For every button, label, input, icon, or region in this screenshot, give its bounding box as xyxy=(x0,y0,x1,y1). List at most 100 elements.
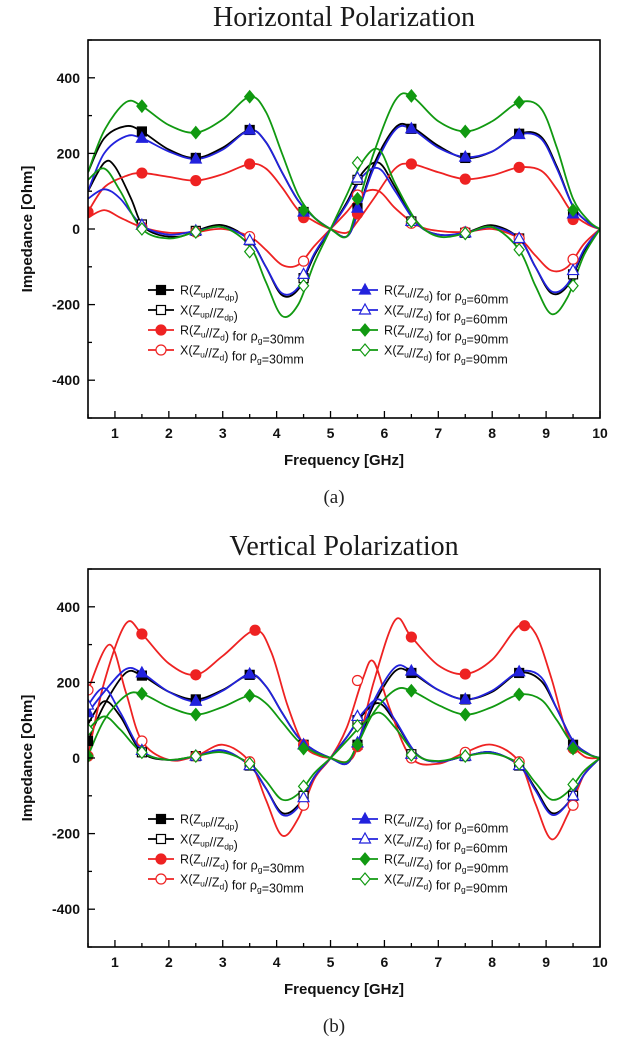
chart-a-series-5-point-7 xyxy=(512,231,526,244)
chart-b-legend-swatch-marker xyxy=(155,813,167,825)
chart-a-y-tick-label: 0 xyxy=(72,221,80,237)
chart-a-legend-label-2: R(Zu//Zd) for ρg=30mm xyxy=(180,324,304,347)
chart-b-series-6-point-5 xyxy=(351,737,364,752)
chart-b-legend-item-2: R(Zu//Zd) for ρg=30mm xyxy=(148,853,304,876)
chart-b-legend-swatch-marker xyxy=(155,833,167,845)
chart-b-legend-label-7: X(Zu//Zd) for ρg=90mm xyxy=(384,873,508,896)
chart-a-y-axis-label: Impedance [Ohm] xyxy=(19,166,36,293)
chart-a-legend-item-1: X(Zup//Zdp) xyxy=(148,304,238,324)
chart-a-legend-swatch-marker xyxy=(359,323,371,337)
chart-a-legend-item-2: R(Zu//Zd) for ρg=30mm xyxy=(148,324,304,347)
chart-b-legend-label-5: X(Zu//Zd) for ρg=60mm xyxy=(384,833,508,856)
chart-b-x-tick-label: 9 xyxy=(542,954,550,970)
chart-b-series-6-point-6 xyxy=(405,683,418,698)
chart-a-x-tick-label: 9 xyxy=(542,425,550,441)
chart-a-x-tick-label: 8 xyxy=(488,425,496,441)
chart-b-series-line-4 xyxy=(88,664,600,766)
chart-a-series-line-2 xyxy=(88,162,600,234)
chart-b-x-tick-label: 7 xyxy=(434,954,442,970)
chart-b-legend-item-5: X(Zu//Zd) for ρg=60mm xyxy=(352,831,508,856)
chart-b-series-line-3 xyxy=(88,643,600,841)
chart-b-legend-label-4: R(Zu//Zd) for ρg=60mm xyxy=(384,813,508,836)
chart-a-series-4-point-7 xyxy=(512,127,526,140)
chart-a-legend-swatch-marker xyxy=(358,302,372,315)
chart-a-series-5-point-4 xyxy=(350,170,364,183)
chart-a-legend-label-3: X(Zu//Zd) for ρg=30mm xyxy=(180,344,304,367)
chart-a-legend-swatch-marker xyxy=(358,282,372,295)
chart-a-x-tick-label: 1 xyxy=(111,425,119,441)
chart-b-series-5-point-0 xyxy=(88,697,95,710)
chart-a-y-tick-label: 400 xyxy=(57,70,81,86)
chart-a-legend-swatch-marker xyxy=(155,304,167,316)
chart-a-series-7-point-5 xyxy=(405,214,418,229)
chart-b-series-3-point-9 xyxy=(567,799,579,811)
chart-b-series-2-point-7 xyxy=(459,668,471,680)
chart-b-series-6-point-8 xyxy=(513,687,525,702)
chart-a-legend-item-3: X(Zu//Zd) for ρg=30mm xyxy=(148,344,304,367)
chart-b-x-tick-label: 10 xyxy=(592,954,608,970)
chart-a-legend-item-0: R(Zup//Zdp) xyxy=(148,284,239,304)
chart-b-x-tick-label: 8 xyxy=(488,954,496,970)
chart-a-plot-area xyxy=(88,89,600,318)
chart-a-series-7-point-3 xyxy=(297,278,310,293)
chart-a-y-tick-label: 200 xyxy=(57,145,81,161)
chart-a-x-tick-label: 5 xyxy=(327,425,335,441)
chart-b-series-6-point-2 xyxy=(190,707,202,722)
chart-b-series-2-point-2 xyxy=(190,669,202,681)
chart-b-series-6-point-3 xyxy=(243,688,256,703)
chart-b-legend-item-7: X(Zu//Zd) for ρg=90mm xyxy=(352,872,508,896)
chart-a-series-7-point-8 xyxy=(567,278,579,293)
chart-a-series-4-point-1 xyxy=(189,151,203,164)
chart-a-series-2-point-3 xyxy=(244,158,256,170)
chart-b-series-7-point-2 xyxy=(190,749,202,764)
chart-b-series-4-point-6 xyxy=(404,663,418,676)
chart-b-series-4-point-1 xyxy=(135,665,149,678)
chart-b-series-4-point-2 xyxy=(189,694,203,706)
chart-b-series-7-point-9 xyxy=(567,777,579,792)
chart-b-legend-swatch-marker xyxy=(359,852,371,866)
chart-a-series-5-point-8 xyxy=(566,263,580,276)
chart-b-series-7-point-4 xyxy=(297,779,310,794)
chart-b-series-5-point-9 xyxy=(566,788,580,801)
chart-b-legend-item-0: R(Zup//Zdp) xyxy=(148,813,239,833)
chart-b-y-tick-label: -400 xyxy=(52,901,80,917)
chart-b-series-0-point-0 xyxy=(88,735,94,747)
chart-a-series-2-point-1 xyxy=(136,167,148,179)
chart-a-legend-label-5: X(Zu//Zd) for ρg=60mm xyxy=(384,304,508,327)
chart-b-series-7-point-5 xyxy=(351,718,364,733)
chart-a-x-tick-label: 4 xyxy=(273,425,281,441)
chart-a-series-2-point-2 xyxy=(190,175,202,187)
chart-a-series-line-1 xyxy=(88,159,600,298)
chart-a-series-line-4 xyxy=(88,124,600,238)
chart-a-legend-swatch-marker xyxy=(155,324,167,336)
chart-b-series-5-point-4 xyxy=(297,790,311,803)
chart-a-series-6-point-8 xyxy=(567,203,579,218)
chart-b-legend-swatch-marker xyxy=(155,873,167,885)
chart-b-series-6-point-0 xyxy=(88,749,94,764)
chart-a-x-tick-label: 7 xyxy=(434,425,442,441)
chart-a-legend-item-6: R(Zu//Zd) for ρg=90mm xyxy=(352,323,508,347)
chart-a-legend-swatch-marker xyxy=(359,343,371,357)
chart-b-series-4-point-7 xyxy=(458,692,472,705)
chart-a-series-7-point-7 xyxy=(513,242,525,257)
chart-a-series-6-point-5 xyxy=(405,89,418,103)
chart-b-series-7-point-7 xyxy=(459,749,472,764)
chart-a-series-3-point-3 xyxy=(297,255,310,267)
chart-b-panel: Vertical Polarization 1 2 3 4 5 6 7 8 9 10 -400 -200… xyxy=(0,529,635,1057)
chart-a-caption: (a) xyxy=(323,487,344,508)
chart-a-series-4-point-6 xyxy=(458,149,472,162)
chart-b-series-line-5 xyxy=(88,687,600,817)
chart-a-series-6-point-1 xyxy=(190,125,202,140)
chart-b-svg: Vertical Polarization 1 2 3 4 5 6 7 8 9 10 -400 -200… xyxy=(19,531,608,1037)
chart-a-series-line-5 xyxy=(88,166,600,296)
chart-b-legend-swatch-marker xyxy=(358,811,372,824)
chart-a-series-6-point-6 xyxy=(459,124,472,139)
chart-b-series-7-point-6 xyxy=(405,748,418,762)
chart-b-plot-area xyxy=(88,617,600,841)
chart-a-x-axis-label: Frequency [GHz] xyxy=(284,452,404,469)
chart-b-series-2-point-3 xyxy=(249,624,261,636)
chart-b-series-7-point-1 xyxy=(136,745,148,760)
chart-a-y-axis: -400 -200 0 200 400 xyxy=(52,39,95,419)
chart-b-legend-label-2: R(Zu//Zd) for ρg=30mm xyxy=(180,853,304,876)
chart-a-series-6-point-0 xyxy=(136,99,148,114)
